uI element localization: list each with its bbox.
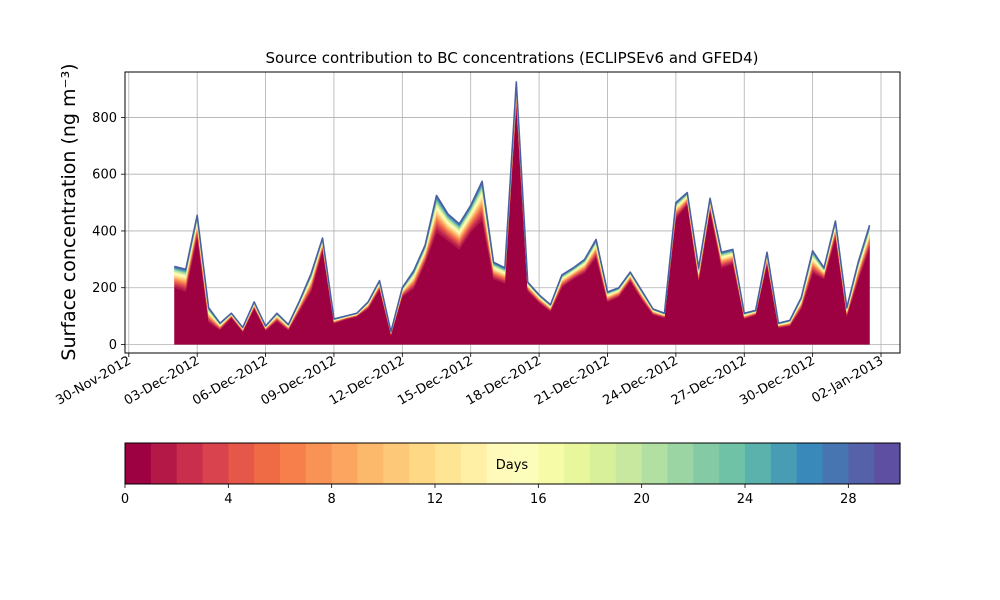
colorbar-swatch	[693, 443, 720, 484]
colorbar	[125, 443, 901, 484]
colorbar-tick-label: 0	[121, 492, 129, 507]
colorbar-swatch	[641, 443, 669, 484]
y-tick-label: 800	[92, 111, 117, 126]
colorbar-swatch	[460, 443, 488, 484]
age-layer-day-0	[174, 105, 870, 345]
colorbar-tick-label: 12	[427, 492, 444, 507]
colorbar-swatch	[254, 443, 281, 484]
y-axis-label: Surface concentration (ng m⁻³)	[58, 63, 80, 360]
colorbar-swatch	[228, 443, 255, 484]
x-tick-label: 30-Nov-2012	[54, 353, 134, 408]
colorbar-swatch	[512, 443, 539, 484]
colorbar-swatch	[176, 443, 204, 484]
x-tick-label: 24-Dec-2012	[600, 353, 680, 408]
colorbar-swatch	[538, 443, 565, 484]
x-tick-label: 12-Dec-2012	[327, 353, 407, 408]
y-axis: 0 200 400 600 800	[92, 111, 125, 353]
y-tick-label: 400	[92, 224, 117, 239]
y-tick-label: 200	[92, 281, 117, 296]
colorbar-swatch	[822, 443, 849, 484]
colorbar-swatch	[202, 443, 229, 484]
colorbar-swatch	[874, 443, 901, 484]
colorbar-swatch	[125, 443, 152, 484]
colorbar-swatch	[409, 443, 436, 484]
x-tick-label: 02-Jan-2013	[809, 353, 886, 406]
colorbar-tick-label: 28	[840, 492, 857, 507]
total-line-path	[174, 81, 871, 333]
x-tick-label: 15-Dec-2012	[395, 353, 475, 408]
colorbar-swatch	[848, 443, 875, 484]
colorbar-swatch	[770, 443, 798, 484]
x-tick-label: 18-Dec-2012	[464, 353, 544, 408]
colorbar-axis: 0 4 8 12 16 20 24 28	[121, 484, 857, 507]
x-tick-label: 03-Dec-2012	[122, 353, 202, 408]
colorbar-swatch	[745, 443, 772, 484]
colorbar-swatch	[357, 443, 384, 484]
x-tick-label: 30-Dec-2012	[737, 353, 817, 408]
chart-title: Source contribution to BC concentrations…	[265, 49, 758, 67]
colorbar-swatch	[719, 443, 746, 484]
x-tick-label: 09-Dec-2012	[259, 353, 339, 408]
colorbar-tick-label: 24	[737, 492, 754, 507]
colorbar-swatch	[564, 443, 591, 484]
colorbar-swatch	[796, 443, 824, 484]
x-tick-label: 21-Dec-2012	[532, 353, 612, 408]
stacked-area-layers	[174, 81, 870, 345]
colorbar-swatch	[305, 443, 333, 484]
colorbar-label: Days	[496, 458, 529, 473]
colorbar-swatch	[590, 443, 617, 484]
total-concentration-line	[174, 81, 871, 333]
x-tick-label: 06-Dec-2012	[190, 353, 270, 408]
colorbar-tick-label: 16	[530, 492, 547, 507]
colorbar-swatch	[150, 443, 178, 484]
colorbar-swatch	[486, 443, 514, 484]
y-tick-label: 0	[109, 338, 117, 353]
colorbar-swatch	[435, 443, 462, 484]
colorbar-tick-label: 4	[224, 492, 232, 507]
colorbar-tick-label: 20	[633, 492, 650, 507]
colorbar-tick-label: 8	[328, 492, 336, 507]
y-tick-label: 600	[92, 168, 117, 183]
colorbar-swatch	[667, 443, 694, 484]
colorbar-swatch	[383, 443, 410, 484]
x-tick-label: 27-Dec-2012	[669, 353, 749, 408]
colorbar-swatch	[331, 443, 359, 484]
colorbar-swatch	[280, 443, 307, 484]
colorbar-frame	[124, 442, 901, 485]
colorbar-swatch	[615, 443, 643, 484]
plot-frame	[124, 71, 901, 354]
x-axis: 30-Nov-201203-Dec-201206-Dec-201209-Dec-…	[54, 353, 886, 409]
